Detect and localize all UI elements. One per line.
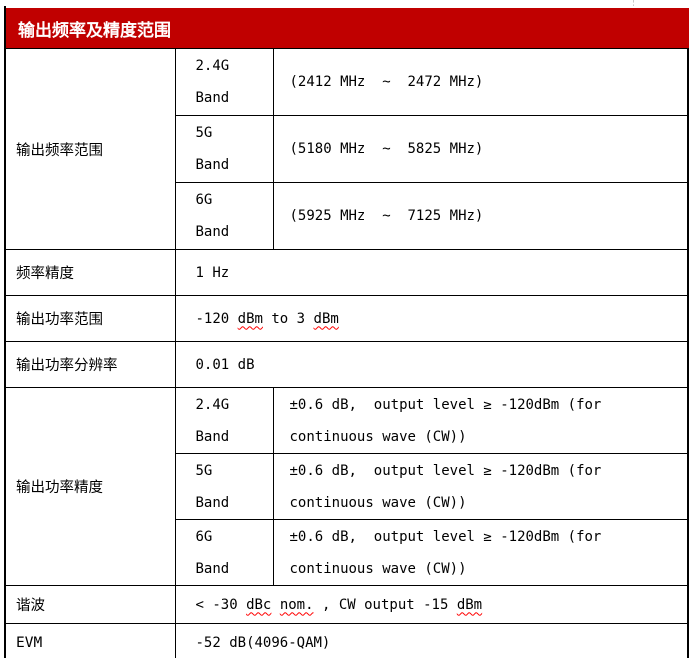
table-row-evm: EVM -52 dB(4096-QAM) xyxy=(4,623,689,658)
spec-table: 输出频率及精度范围 输出频率范围 2.4G Band (2412 MHz ~ 2… xyxy=(4,6,689,658)
spellcheck-word: dBm xyxy=(456,596,483,613)
value-cell-pacc-5g: ±0.6 dB, output level ≥ -120dBm (for con… xyxy=(272,453,689,520)
text-segment: to 3 xyxy=(262,310,314,327)
band-cell-pacc-2g4: 2.4G Band xyxy=(174,387,274,454)
label-cell-power-range: 输出功率范围 xyxy=(4,295,176,342)
label-cell-power-accuracy: 输出功率精度 xyxy=(4,387,176,586)
label-cell-harmonics: 谐波 xyxy=(4,585,176,624)
table-row-freq-2g4: 输出频率范围 2.4G Band (2412 MHz ~ 2472 MHz) xyxy=(4,48,689,250)
label-cell-freq-range: 输出频率范围 xyxy=(4,48,176,250)
band-cell-2g4: 2.4G Band xyxy=(174,48,274,116)
value-cell-power-range: -120 dBm to 3 dBm xyxy=(174,295,689,342)
band-cell-pacc-6g: 6G Band xyxy=(174,519,274,586)
text-segment: -120 xyxy=(195,310,238,327)
spellcheck-word: dBm xyxy=(313,310,339,327)
table-row-power-resolution: 输出功率分辨率 0.01 dB xyxy=(4,341,689,388)
value-cell-pacc-2g4: ±0.6 dB, output level ≥ -120dBm (for con… xyxy=(272,387,689,454)
value-cell-harmonics: < -30 dBc nom. , CW output -15 dBm xyxy=(174,585,689,624)
band-cell-5g: 5G Band xyxy=(174,115,274,183)
table-row-pacc-6g: 6G Band ±0.6 dB, output level ≥ -120dBm … xyxy=(5,519,689,586)
band-cell-pacc-5g: 5G Band xyxy=(174,453,274,520)
text-segment: < -30 xyxy=(195,596,247,613)
header-row: 输出频率及精度范围 xyxy=(4,6,689,49)
value-cell-evm: -52 dB(4096-QAM) xyxy=(174,623,689,658)
label-cell-power-resolution: 输出功率分辨率 xyxy=(4,341,176,388)
label-cell-freq-accuracy: 频率精度 xyxy=(4,249,176,296)
table-title: 输出频率及精度范围 xyxy=(4,6,689,49)
value-cell-freq-2g4: (2412 MHz ~ 2472 MHz) xyxy=(272,48,689,116)
table-row-freq-accuracy: 频率精度 1 Hz xyxy=(4,249,689,296)
table-row-pacc-2g4: 输出功率精度 2.4G Band ±0.6 dB, output level ≥… xyxy=(4,387,689,586)
value-cell-freq-6g: (5925 MHz ~ 7125 MHz) xyxy=(272,182,689,250)
value-cell-pacc-6g: ±0.6 dB, output level ≥ -120dBm (for con… xyxy=(272,519,689,586)
value-cell-freq-accuracy: 1 Hz xyxy=(174,249,689,296)
text-segment: , CW output -15 xyxy=(313,596,457,613)
table-row-freq-5g: 5G Band (5180 MHz ~ 5825 MHz) xyxy=(5,115,689,183)
band-cell-6g: 6G Band xyxy=(174,182,274,250)
table-row-power-range: 输出功率范围 -120 dBm to 3 dBm xyxy=(4,295,689,342)
table-row-harmonics: 谐波 < -30 dBc nom. , CW output -15 dBm xyxy=(4,585,689,624)
text-segment xyxy=(271,597,279,613)
table-row-freq-6g: 6G Band (5925 MHz ~ 7125 MHz) xyxy=(5,182,689,250)
spellcheck-word: dBm xyxy=(237,310,263,327)
label-cell-evm: EVM xyxy=(4,623,176,658)
spellcheck-word: dBc xyxy=(246,596,272,613)
value-cell-power-resolution: 0.01 dB xyxy=(174,341,689,388)
spellcheck-word: nom. xyxy=(279,596,314,613)
value-cell-freq-5g: (5180 MHz ~ 5825 MHz) xyxy=(272,115,689,183)
gridline-marker xyxy=(633,0,634,7)
